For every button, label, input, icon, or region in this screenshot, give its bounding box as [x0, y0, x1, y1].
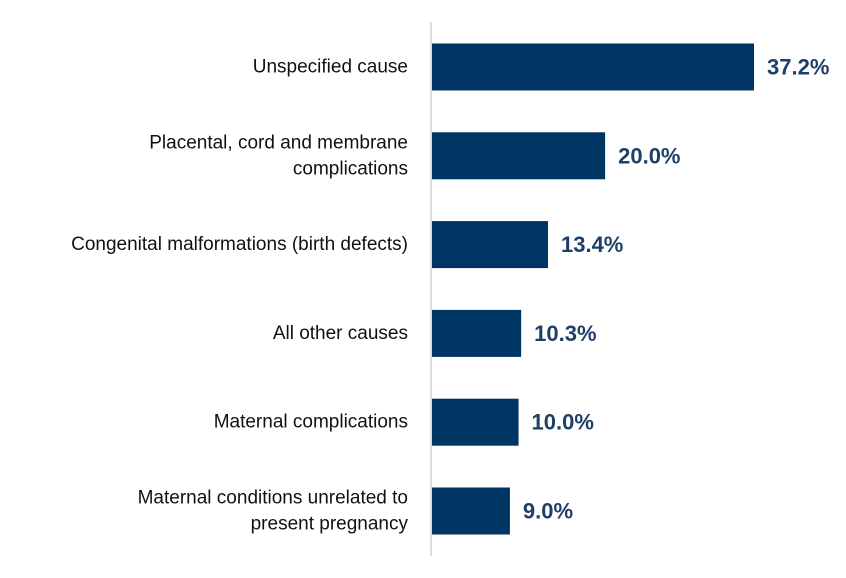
category-label-line: Maternal complications — [214, 412, 408, 433]
value-label: 13.4% — [561, 232, 623, 257]
value-label: 37.2% — [767, 55, 829, 80]
category-label: All other causes — [273, 323, 408, 344]
value-label: 9.0% — [523, 499, 573, 524]
value-label: 10.3% — [534, 321, 596, 346]
bar — [432, 309, 522, 357]
bar — [432, 132, 606, 180]
value-label: 10.0% — [532, 410, 594, 435]
category-labels: Unspecified cause Placental, cord and mem… — [71, 57, 408, 535]
bar — [432, 398, 519, 446]
bar — [432, 43, 754, 91]
category-label: Maternal complications — [214, 412, 408, 433]
category-label-line: Placental, cord and membrane — [149, 132, 408, 153]
bar-series — [432, 43, 754, 535]
category-label: Placental, cord and membrane complication… — [149, 132, 408, 179]
bar — [432, 487, 510, 535]
category-label-line: Maternal conditions unrelated to — [138, 488, 408, 509]
category-label: Congenital malformations (birth defects) — [71, 234, 408, 255]
bar — [432, 221, 548, 269]
category-label: Unspecified cause — [253, 57, 408, 78]
value-labels: 37.2% 20.0% 13.4% 10.3% 10.0% 9.0% — [523, 55, 829, 524]
category-label-line: Congenital malformations (birth defects) — [71, 234, 408, 255]
category-label-line: All other causes — [273, 323, 408, 344]
category-label-line: Unspecified cause — [253, 57, 408, 78]
value-label: 20.0% — [618, 143, 680, 168]
category-label-line: present pregnancy — [251, 514, 409, 535]
category-label-line: complications — [293, 158, 408, 179]
category-label: Maternal conditions unrelated to present … — [138, 488, 409, 535]
